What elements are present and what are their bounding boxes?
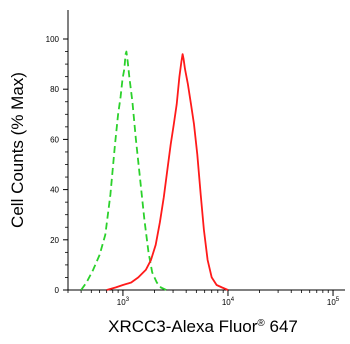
- x-axis: 103 104 105: [67, 289, 345, 307]
- series-group: [80, 50, 229, 291]
- y-tick-label: 100: [46, 35, 60, 44]
- x-axis-label-main: XRCC3-Alexa Fluor: [108, 317, 258, 336]
- x-axis-label: XRCC3-Alexa Fluor® 647: [108, 317, 298, 336]
- y-axis-label: Cell Counts (% Max): [8, 72, 27, 228]
- y-tick-label: 20: [50, 236, 59, 245]
- y-tick-label: 40: [50, 186, 59, 195]
- series-line-1: [80, 50, 167, 291]
- x-axis-label-registered-mark: ®: [257, 318, 265, 329]
- x-tick-label: 104: [222, 297, 235, 307]
- y-tick-label: 60: [50, 135, 59, 144]
- y-tick-label: 80: [50, 85, 59, 94]
- x-axis-label-tail: 647: [265, 317, 298, 336]
- x-tick-label: 103: [117, 297, 130, 307]
- y-tick-label: 0: [55, 286, 60, 295]
- y-axis: 0 20 40 60 80 100: [46, 10, 69, 295]
- series-line-2: [106, 53, 229, 291]
- x-tick-label: 105: [327, 297, 340, 307]
